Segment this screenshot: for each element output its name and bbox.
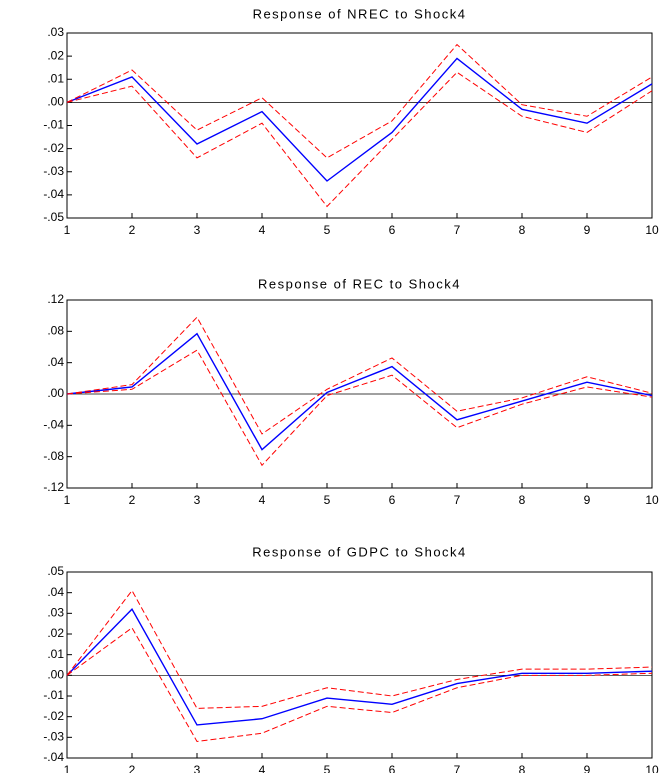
y-tick-label: .04 [47,355,64,369]
y-tick-label: -.04 [43,418,64,432]
x-tick-label: 8 [519,493,526,507]
x-tick-label: 1 [64,493,71,507]
y-tick-label: -.04 [43,187,64,201]
series-line [66,316,653,435]
series-line [66,332,653,451]
x-tick-label: 6 [389,493,396,507]
series-line [66,71,653,208]
x-tick-label: 1 [64,223,71,237]
x-tick-label: 1 [64,763,71,773]
y-tick-label: .00 [47,95,64,109]
x-tick-label: 5 [324,493,331,507]
x-tick-label: 7 [454,763,461,773]
series-line [66,589,653,709]
x-tick-label: 7 [454,223,461,237]
x-tick-label: 6 [389,223,396,237]
y-tick-label: .04 [47,585,64,599]
x-tick-label: 2 [129,493,136,507]
y-tick-label: .03 [47,606,64,620]
series-line [66,627,653,743]
y-tick-label: -.08 [43,449,64,463]
x-tick-label: 2 [129,763,136,773]
series-line [66,349,653,467]
x-tick-label: 10 [645,493,659,507]
x-tick-label: 4 [259,493,266,507]
y-tick-label: -.05 [43,210,64,224]
x-tick-label: 6 [389,763,396,773]
y-tick-label: .01 [47,71,64,85]
x-tick-label: 3 [194,223,201,237]
x-tick-label: 4 [259,763,266,773]
x-tick-label: 5 [324,223,331,237]
y-tick-label: .05 [47,564,64,578]
y-tick-label: .02 [47,626,64,640]
x-tick-label: 3 [194,493,201,507]
chart-title: Response of REC to Shock4 [258,276,461,291]
x-tick-label: 8 [519,223,526,237]
y-tick-label: .12 [47,292,64,306]
y-tick-label: -.02 [43,141,64,155]
x-tick-label: 7 [454,493,461,507]
y-tick-label: -.01 [43,688,64,702]
y-tick-label: -.02 [43,709,64,723]
y-tick-label: .01 [47,647,64,661]
y-tick-label: -.01 [43,118,64,132]
plot-frame [66,571,653,759]
chart-title: Response of NREC to Shock4 [253,6,467,21]
chart-title: Response of GDPC to Shock4 [252,544,467,559]
x-tick-label: 3 [194,763,201,773]
series-line [66,57,653,182]
x-tick-label: 8 [519,763,526,773]
x-tick-label: 5 [324,763,331,773]
x-tick-label: 9 [584,493,591,507]
y-tick-label: .00 [47,386,64,400]
x-tick-label: 4 [259,223,266,237]
x-tick-label: 9 [584,763,591,773]
y-tick-label: .02 [47,48,64,62]
x-tick-label: 2 [129,223,136,237]
y-tick-label: -.12 [43,480,64,494]
x-tick-label: 10 [645,223,659,237]
x-tick-label: 10 [645,763,659,773]
y-tick-label: -.03 [43,730,64,744]
y-tick-label: -.04 [43,750,64,764]
plot-frame [66,32,653,219]
y-tick-label: .03 [47,25,64,39]
x-tick-label: 9 [584,223,591,237]
y-tick-label: .08 [47,324,64,338]
series-line [66,608,653,726]
y-tick-label: -.03 [43,164,64,178]
y-tick-label: .00 [47,668,64,682]
